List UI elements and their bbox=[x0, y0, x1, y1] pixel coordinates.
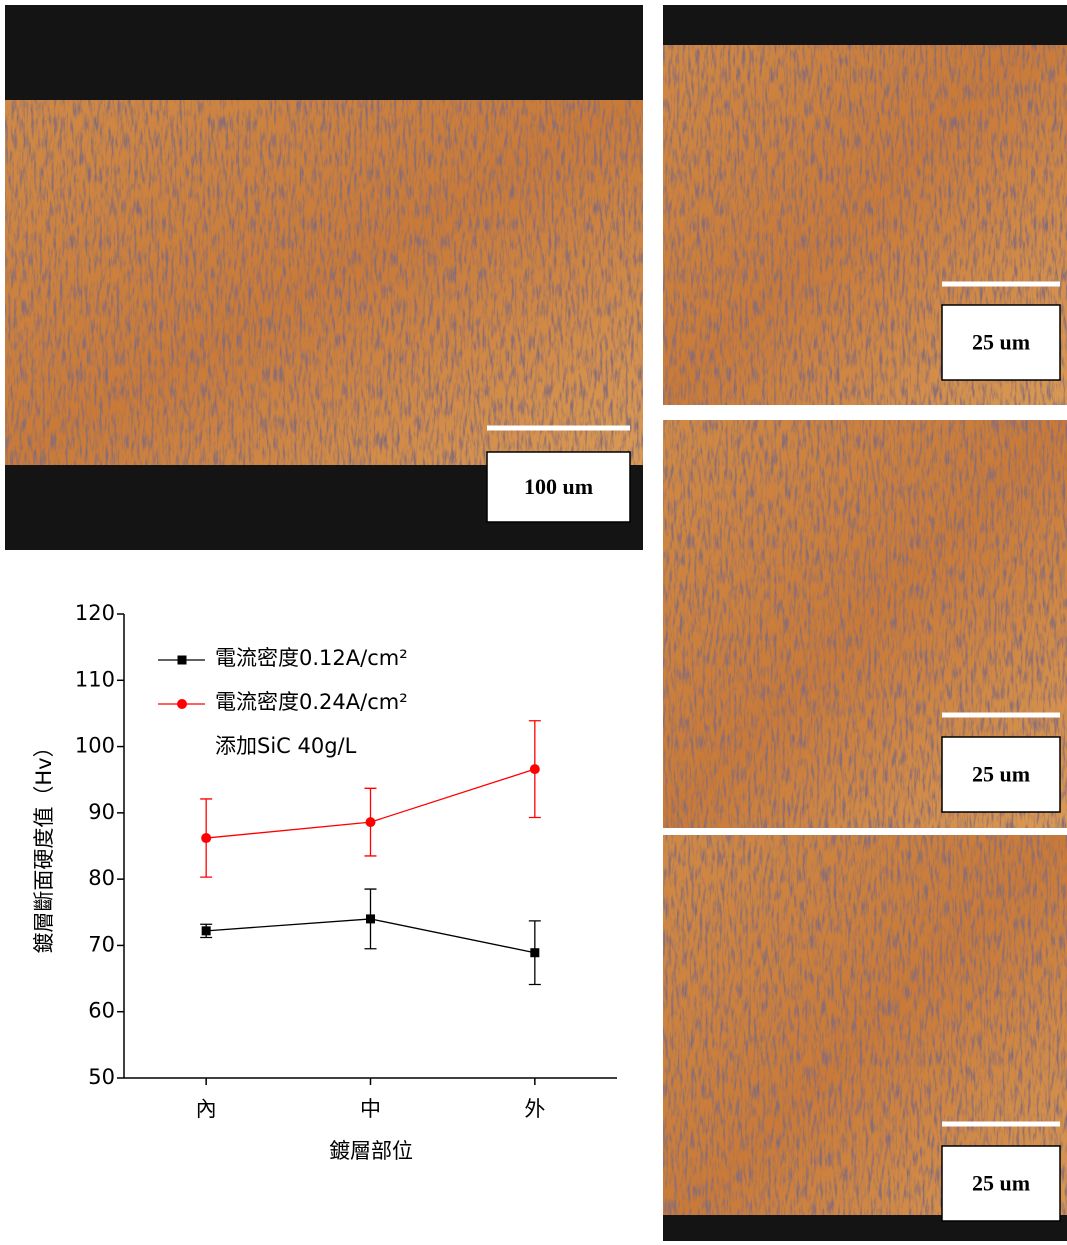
y-tick-label: 70 bbox=[88, 932, 115, 956]
y-tick-label: 120 bbox=[75, 601, 115, 625]
y-tick-label: 80 bbox=[88, 866, 115, 890]
micrograph bbox=[5, 5, 1067, 1241]
scale-label: 25 um bbox=[972, 762, 1030, 787]
y-tick-label: 100 bbox=[75, 734, 115, 758]
page: 鍍層斷面硬度值（Hv） 鍍層部位 電流密度0.12A/cm²電流密度0.24A/… bbox=[0, 0, 1067, 1241]
scale-label: 25 um bbox=[972, 330, 1030, 355]
data-point bbox=[530, 764, 540, 774]
y-axis-label: 鍍層斷面硬度值（Hv） bbox=[32, 736, 56, 953]
legend-marker bbox=[178, 656, 187, 665]
x-axis-label: 鍍層部位 bbox=[329, 1139, 413, 1163]
y-tick-label: 50 bbox=[88, 1065, 115, 1089]
legend-label: 電流密度0.24A/cm² 添加SiC 40g/L bbox=[215, 680, 535, 768]
data-point bbox=[530, 948, 539, 957]
x-tick-label: 中 bbox=[360, 1097, 381, 1121]
y-tick-label: 60 bbox=[88, 999, 115, 1023]
data-point bbox=[366, 817, 376, 827]
x-tick-label: 外 bbox=[524, 1097, 545, 1121]
legend-marker bbox=[177, 699, 187, 709]
data-point bbox=[202, 926, 211, 935]
data-point bbox=[366, 914, 375, 923]
x-tick-label: 內 bbox=[196, 1097, 217, 1121]
y-tick-label: 110 bbox=[75, 667, 115, 691]
figure: 鍍層斷面硬度值（Hv） 鍍層部位 電流密度0.12A/cm²電流密度0.24A/… bbox=[0, 0, 1067, 1241]
scale-label: 25 um bbox=[972, 1171, 1030, 1196]
legend-label: 電流密度0.12A/cm² bbox=[215, 636, 535, 680]
scale-label: 100 um bbox=[524, 474, 593, 499]
y-tick-label: 90 bbox=[88, 800, 115, 824]
data-point bbox=[201, 833, 211, 843]
